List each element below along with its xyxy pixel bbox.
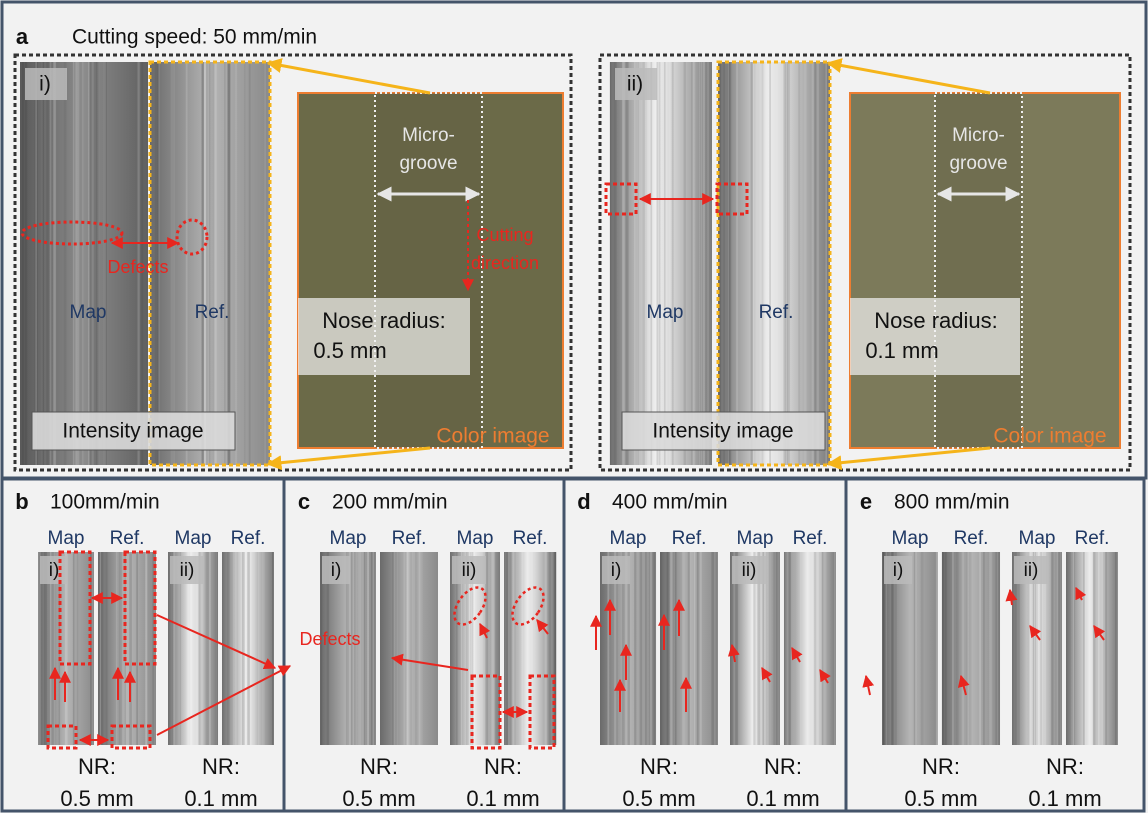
nr-label: NR:: [78, 754, 116, 779]
direction-label: Cutting: [476, 225, 533, 245]
nr-value: 0.5 mm: [622, 786, 695, 811]
ref-label: Ref.: [513, 528, 548, 549]
map-label: Map: [330, 528, 367, 549]
map-label: Map: [737, 528, 774, 549]
map-label: Map: [647, 302, 684, 323]
nr-value: 0.1 mm: [746, 786, 819, 811]
map-label: Map: [70, 302, 107, 323]
subpanel-label: i): [611, 560, 622, 581]
panel-title: 100mm/min: [50, 491, 160, 514]
intensity-label: Intensity image: [652, 420, 793, 443]
map-label: Map: [175, 528, 212, 549]
nr-label: NR:: [360, 754, 398, 779]
nr-label: NR:: [1046, 754, 1084, 779]
groove-region: [935, 93, 1022, 448]
nr-value: 0.5 mm: [904, 786, 977, 811]
panel-title: 400 mm/min: [612, 491, 728, 514]
panel-title: 800 mm/min: [894, 491, 1010, 514]
map-label: Map: [457, 528, 494, 549]
panel-label: e: [860, 489, 872, 514]
subpanel-label: i): [893, 560, 904, 581]
subpanel-label: i): [331, 560, 342, 581]
defects-label: Defects: [107, 257, 168, 277]
color-label: Color image: [993, 425, 1106, 448]
nr-label: NR:: [764, 754, 802, 779]
nr-value: 0.1 mm: [1028, 786, 1101, 811]
ref-label: Ref.: [392, 528, 427, 549]
ref-label: Ref.: [110, 528, 145, 549]
panel-label: d: [577, 489, 590, 514]
subpanel-label: i): [39, 73, 51, 96]
ref-label: Ref.: [793, 528, 828, 549]
defects-label: Defects: [299, 629, 360, 649]
ref-label: Ref.: [1075, 528, 1110, 549]
groove-label: groove: [949, 153, 1007, 174]
intensity-label: Intensity image: [62, 420, 203, 443]
ref-label: Ref.: [954, 528, 989, 549]
ref-label: Ref.: [231, 528, 266, 549]
subpanel-label: i): [49, 560, 60, 581]
panel-label: c: [298, 489, 310, 514]
panel-title: 200 mm/min: [332, 491, 448, 514]
nose-radius-value: 0.5 mm: [313, 338, 386, 363]
nr-value: 0.1 mm: [184, 786, 257, 811]
nose-radius-label: Nose radius:: [322, 308, 446, 333]
subpanel-label: ii): [180, 560, 195, 581]
subpanel-label: ii): [462, 560, 477, 581]
map-label: Map: [1019, 528, 1056, 549]
panel-title: Cutting speed: 50 mm/min: [72, 26, 317, 49]
nr-label: NR:: [640, 754, 678, 779]
nr-value: 0.5 mm: [342, 786, 415, 811]
image: [610, 62, 712, 465]
map-label: Map: [48, 528, 85, 549]
subpanel-label: ii): [627, 73, 643, 96]
nose-radius-label: Nose radius:: [874, 308, 998, 333]
ref-label: Ref.: [195, 302, 230, 323]
map-label: Map: [610, 528, 647, 549]
ref-label: Ref.: [759, 302, 794, 323]
groove-label: Micro-: [402, 125, 455, 146]
nr-value: 0.1 mm: [466, 786, 539, 811]
nr-label: NR:: [202, 754, 240, 779]
groove-label: Micro-: [952, 125, 1005, 146]
groove-region: [375, 93, 482, 448]
groove-label: groove: [399, 153, 457, 174]
color-label: Color image: [436, 425, 549, 448]
nr-label: NR:: [922, 754, 960, 779]
nr-value: 0.5 mm: [60, 786, 133, 811]
nose-radius-value: 0.1 mm: [865, 338, 938, 363]
panel-label: b: [15, 489, 28, 514]
map-label: Map: [892, 528, 929, 549]
nr-label: NR:: [484, 754, 522, 779]
panel-label: a: [16, 24, 29, 49]
subpanel-label: ii): [1024, 560, 1039, 581]
direction-label: direction: [471, 253, 539, 273]
figure: a Cutting speed: 50 mm/min i) Map Ref. Micro-…: [0, 0, 1148, 813]
ref-label: Ref.: [672, 528, 707, 549]
subpanel-label: ii): [742, 560, 757, 581]
